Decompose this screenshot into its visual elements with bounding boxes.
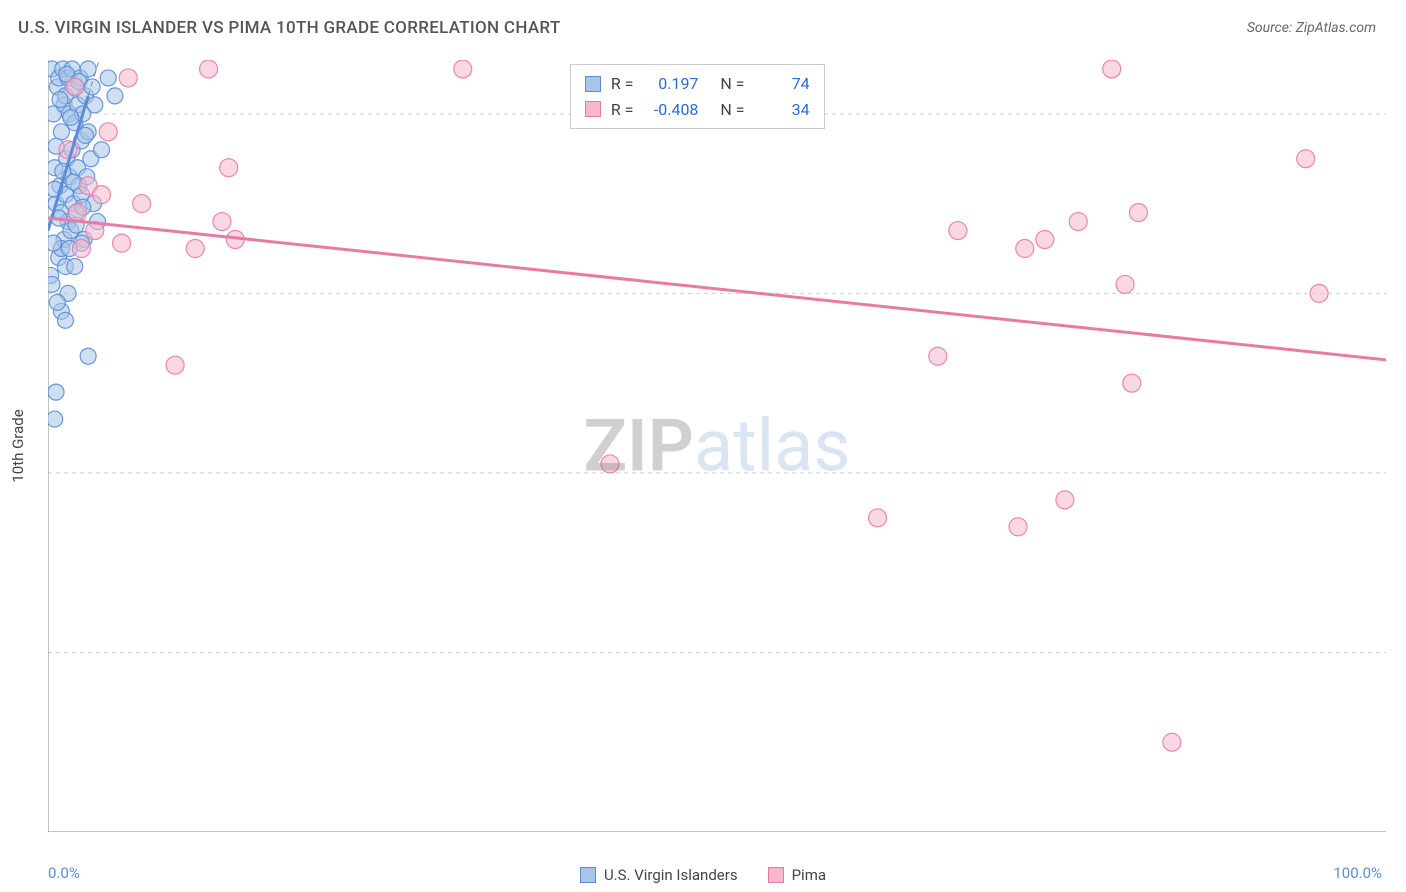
data-point: [48, 384, 64, 400]
data-point: [1123, 374, 1141, 392]
legend-label: Pima: [792, 866, 826, 884]
data-point: [186, 240, 204, 258]
data-point: [87, 97, 103, 113]
data-point: [166, 356, 184, 374]
source-label: Source: ZipAtlas.com: [1247, 20, 1376, 36]
r-value: 0.197: [643, 71, 698, 97]
scatter-plot: [48, 60, 1386, 832]
data-point: [133, 195, 151, 213]
data-point: [1297, 150, 1315, 168]
legend-swatch: [580, 867, 596, 883]
data-point: [67, 258, 83, 274]
regression-line: [48, 218, 1386, 360]
stats-swatch: [585, 76, 601, 92]
data-point: [107, 88, 123, 104]
data-point: [77, 127, 93, 143]
data-point: [1016, 240, 1034, 258]
data-point: [80, 348, 96, 364]
data-point: [1056, 491, 1074, 509]
data-point: [1069, 213, 1087, 231]
data-point: [1163, 733, 1181, 751]
data-point: [929, 347, 947, 365]
data-point: [48, 235, 61, 251]
data-point: [1116, 275, 1134, 293]
data-point: [213, 213, 231, 231]
data-point: [94, 142, 110, 158]
stats-row: R = 0.197 N = 74: [585, 71, 810, 97]
data-point: [949, 222, 967, 240]
data-point: [84, 79, 100, 95]
data-point: [68, 204, 86, 222]
legend-label: U.S. Virgin Islanders: [604, 866, 738, 884]
data-point: [200, 60, 218, 78]
legend-swatch: [768, 867, 784, 883]
r-value: -0.408: [643, 97, 698, 123]
data-point: [63, 109, 79, 125]
data-point: [220, 159, 238, 177]
n-value: 34: [755, 97, 810, 123]
stats-row: R = -0.408 N = 34: [585, 97, 810, 123]
legend-item: U.S. Virgin Islanders: [580, 866, 738, 884]
chart-legend: U.S. Virgin Islanders Pima: [0, 866, 1406, 884]
data-point: [1036, 231, 1054, 249]
y-axis-label: 10th Grade: [9, 409, 27, 482]
data-point: [57, 312, 73, 328]
data-point: [49, 294, 65, 310]
data-point: [1103, 60, 1121, 78]
data-point: [1009, 518, 1027, 536]
data-point: [99, 123, 117, 141]
data-point: [48, 411, 63, 427]
data-point: [1129, 204, 1147, 222]
data-point: [601, 455, 619, 473]
data-point: [869, 509, 887, 527]
n-label: N =: [720, 97, 744, 123]
data-point: [1310, 284, 1328, 302]
data-point: [48, 276, 60, 292]
n-value: 74: [755, 71, 810, 97]
r-label: R =: [611, 71, 634, 97]
r-label: R =: [611, 97, 634, 123]
legend-item: Pima: [768, 866, 826, 884]
chart-title: U.S. VIRGIN ISLANDER VS PIMA 10TH GRADE …: [18, 18, 561, 38]
data-point: [72, 240, 90, 258]
n-label: N =: [720, 71, 744, 97]
data-point: [100, 70, 116, 86]
chart-container: 10th Grade ZIPatlas R =0.197N =74R =-0.4…: [48, 60, 1386, 832]
data-point: [52, 91, 68, 107]
data-point: [119, 69, 137, 87]
stats-swatch: [585, 101, 601, 117]
data-point: [454, 60, 472, 78]
data-point: [66, 78, 84, 96]
data-point: [93, 186, 111, 204]
data-point: [113, 234, 131, 252]
correlation-stats-box: R = 0.197 N = 74 R = -0.408 N = 34: [570, 64, 825, 129]
